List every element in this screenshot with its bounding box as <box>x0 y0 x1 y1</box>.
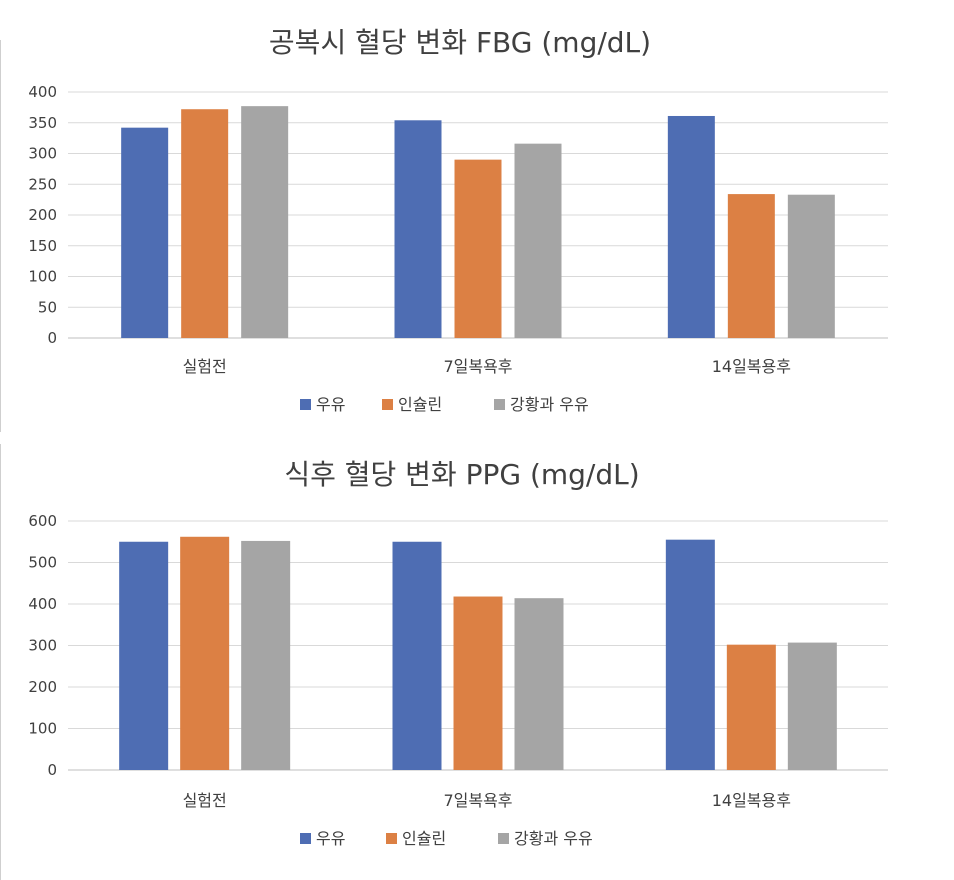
ppg-bar-chart: 식후 혈당 변화 PPG (mg/dL) 0 100 200 300 400 500 600 실… <box>28 458 888 848</box>
legend-label: 강황과 우유 <box>510 395 589 414</box>
bar-인슐린-7일복욕후 <box>453 596 503 770</box>
y-tick-label: 100 <box>28 268 57 286</box>
chart-title: 식후 혈당 변화 PPG (mg/dL) <box>284 458 639 491</box>
legend-label: 인슐린 <box>402 829 446 848</box>
legend-swatch <box>498 833 509 844</box>
y-tick-label: 400 <box>28 595 57 613</box>
category-label: 실험전 <box>183 357 227 376</box>
legend-swatch <box>386 833 397 844</box>
bar-강황과 우유-7일복욕후 <box>514 598 564 770</box>
y-tick-label: 400 <box>28 83 57 101</box>
y-tick-label: 300 <box>28 637 57 655</box>
chart-title: 공복시 혈당 변화 FBG (mg/dL) <box>269 26 651 59</box>
legend-swatch <box>300 833 311 844</box>
bar-우유-7일복욕후 <box>392 541 442 770</box>
bar-강황과 우유-14일복용후 <box>787 642 837 770</box>
bar-강황과 우유-실험전 <box>241 540 291 770</box>
y-tick-label: 250 <box>28 175 57 193</box>
y-tick-label: 200 <box>28 206 57 224</box>
y-tick-label: 200 <box>28 678 57 696</box>
legend-label: 인슐린 <box>398 395 442 414</box>
category-label: 7일복욕후 <box>443 357 512 376</box>
bar-강황과 우유-7일복욕후 <box>514 143 562 338</box>
bar-우유-14일복용후 <box>667 115 715 338</box>
y-tick-label: 0 <box>47 761 57 779</box>
bar-우유-14일복용후 <box>665 539 715 770</box>
fbg-chart-panel: 공복시 혈당 변화 FBG (mg/dL) 0 50 100 150 200 250 300 3… <box>0 0 954 432</box>
legend-swatch <box>494 399 505 410</box>
y-tick-label: 100 <box>28 720 57 738</box>
legend-label: 강황과 우유 <box>514 829 593 848</box>
y-tick-label: 300 <box>28 145 57 163</box>
category-label: 14일복용후 <box>712 791 791 810</box>
bar-인슐린-실험전 <box>180 536 230 770</box>
bar-인슐린-14일복용후 <box>727 194 775 338</box>
bar-강황과 우유-실험전 <box>241 106 289 339</box>
category-label: 7일복욕후 <box>443 791 512 810</box>
bar-인슐린-14일복용후 <box>726 644 776 770</box>
y-tick-label: 0 <box>47 329 57 347</box>
bar-우유-실험전 <box>119 541 169 770</box>
y-tick-label: 150 <box>28 237 57 255</box>
bar-강황과 우유-14일복용후 <box>787 194 835 338</box>
legend-swatch <box>300 399 311 410</box>
bar-우유-7일복욕후 <box>394 120 442 338</box>
y-tick-label: 350 <box>28 114 57 132</box>
legend-label: 우유 <box>316 829 345 848</box>
panel-divider <box>0 444 1 880</box>
y-tick-label: 500 <box>28 554 57 572</box>
legend-swatch <box>382 399 393 410</box>
fbg-bar-chart: 공복시 혈당 변화 FBG (mg/dL) 0 50 100 150 200 250 300 3… <box>28 26 888 414</box>
panel-divider <box>0 40 1 432</box>
legend-label: 우유 <box>316 395 345 414</box>
bar-인슐린-7일복욕후 <box>454 159 502 338</box>
y-tick-label: 50 <box>38 298 57 316</box>
bar-우유-실험전 <box>121 127 169 338</box>
category-label: 14일복용후 <box>712 357 791 376</box>
bar-인슐린-실험전 <box>181 109 229 338</box>
y-tick-label: 600 <box>28 512 57 530</box>
category-label: 실험전 <box>183 791 227 810</box>
ppg-chart-panel: 식후 혈당 변화 PPG (mg/dL) 0 100 200 300 400 500 600 실… <box>0 444 954 880</box>
